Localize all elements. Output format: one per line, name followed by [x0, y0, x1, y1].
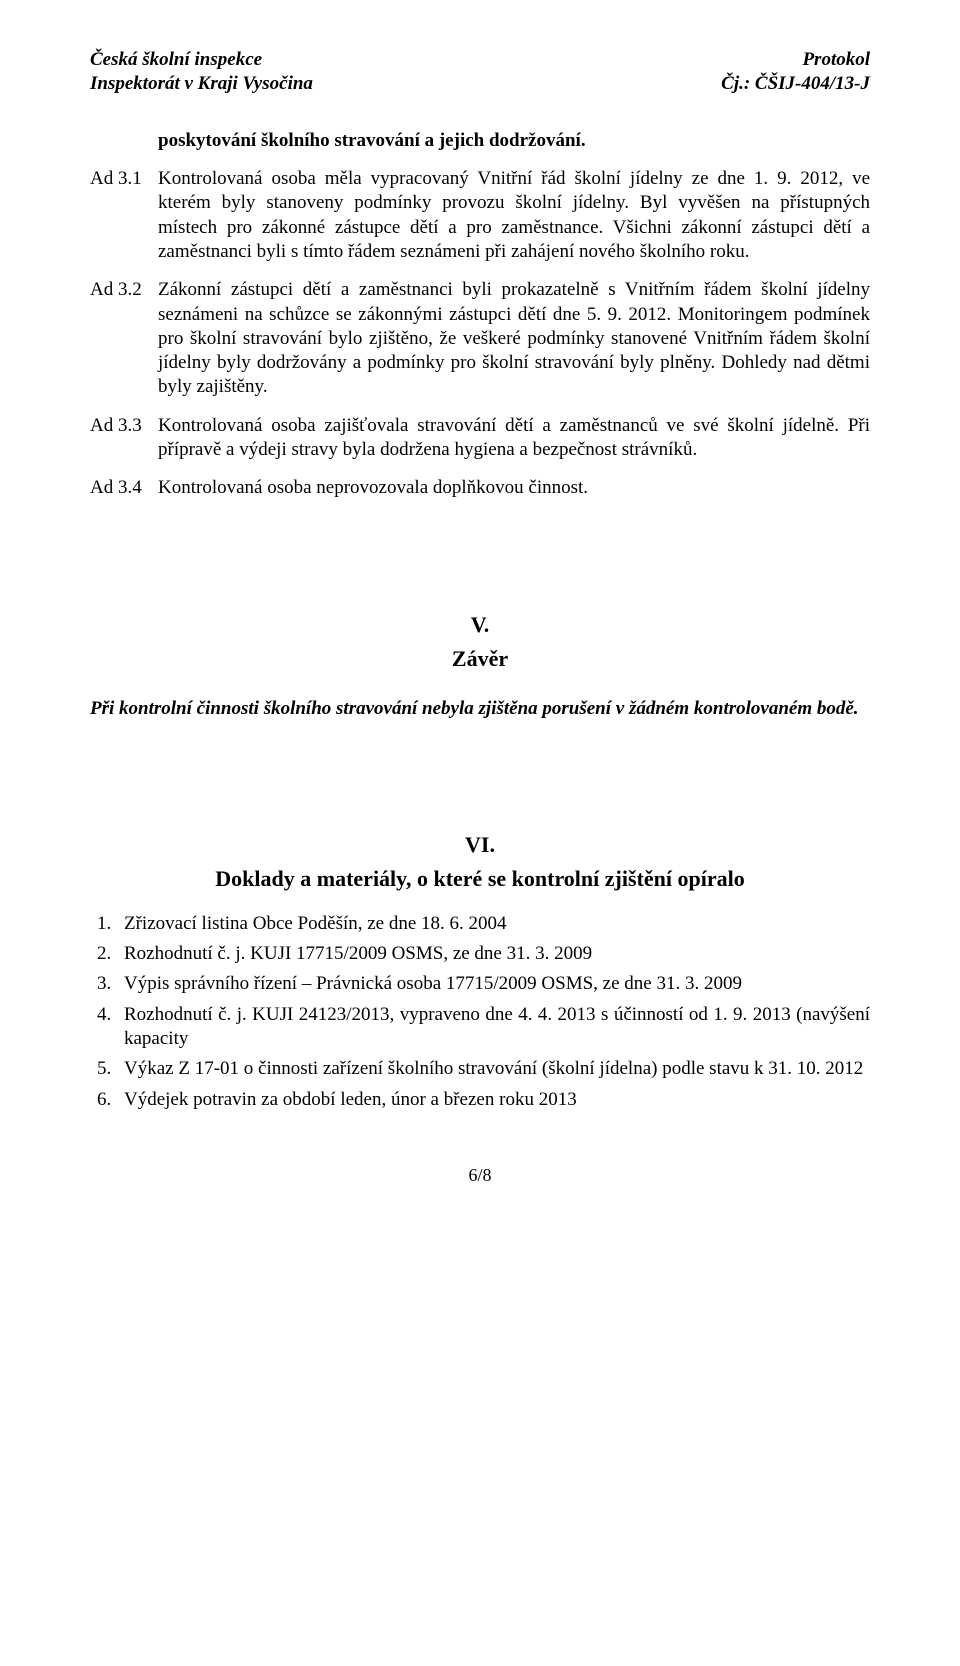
- ad-label: Ad 3.4: [90, 476, 158, 500]
- ad-label: Ad 3.3: [90, 414, 158, 463]
- header-left-line2: Inspektorát v Kraji Vysočina: [90, 72, 313, 96]
- ad-body: Kontrolovaná osoba měla vypracovaný Vnit…: [158, 167, 870, 264]
- documents-list: Zřizovací listina Obce Poděšín, ze dne 1…: [90, 912, 870, 1112]
- ad-block: Ad 3.2 Zákonní zástupci dětí a zaměstnan…: [90, 278, 870, 400]
- list-item: Rozhodnutí č. j. KUJI 17715/2009 OSMS, z…: [116, 942, 870, 966]
- section-v-number: V.: [90, 611, 870, 639]
- header-left: Česká školní inspekce Inspektorát v Kraj…: [90, 48, 313, 97]
- ad-label: Ad 3.2: [90, 278, 158, 400]
- header-right-line2: Čj.: ČŠIJ-404/13-J: [721, 72, 870, 96]
- ad-body: Kontrolovaná osoba neprovozovala doplňko…: [158, 476, 870, 500]
- ad-block: Ad 3.4 Kontrolovaná osoba neprovozovala …: [90, 476, 870, 500]
- intro-line: poskytování školního stravování a jejich…: [158, 129, 870, 153]
- ad-block: Ad 3.1 Kontrolovaná osoba měla vypracova…: [90, 167, 870, 264]
- section-v-title: Závěr: [90, 645, 870, 673]
- ad-body: Kontrolovaná osoba zajišťovala stravován…: [158, 414, 870, 463]
- section-v-text: Při kontrolní činnosti školního stravová…: [90, 697, 870, 721]
- header-right: Protokol Čj.: ČŠIJ-404/13-J: [721, 48, 870, 97]
- ad-body: Zákonní zástupci dětí a zaměstnanci byli…: [158, 278, 870, 400]
- page-number: 6/8: [90, 1164, 870, 1187]
- ad-label: Ad 3.1: [90, 167, 158, 264]
- section-vi-title: Doklady a materiály, o které se kontroln…: [90, 865, 870, 893]
- list-item: Výdejek potravin za období leden, únor a…: [116, 1088, 870, 1112]
- ad-block: Ad 3.3 Kontrolovaná osoba zajišťovala st…: [90, 414, 870, 463]
- list-item: Výkaz Z 17-01 o činnosti zařízení školní…: [116, 1057, 870, 1081]
- list-item: Zřizovací listina Obce Poděšín, ze dne 1…: [116, 912, 870, 936]
- list-item: Výpis správního řízení – Právnická osoba…: [116, 972, 870, 996]
- section-vi-number: VI.: [90, 831, 870, 859]
- document-page: Česká školní inspekce Inspektorát v Kraj…: [0, 0, 960, 1227]
- list-item: Rozhodnutí č. j. KUJI 24123/2013, vyprav…: [116, 1003, 870, 1052]
- header-left-line1: Česká školní inspekce: [90, 48, 313, 72]
- page-header: Česká školní inspekce Inspektorát v Kraj…: [90, 48, 870, 97]
- header-right-line1: Protokol: [721, 48, 870, 72]
